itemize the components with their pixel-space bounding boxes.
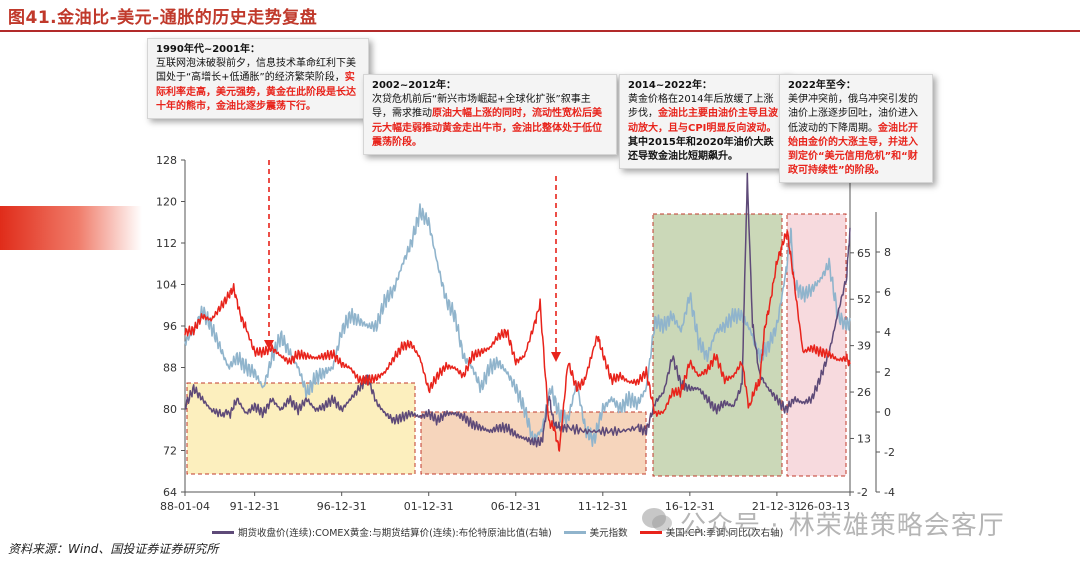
left-tick-label: 128 <box>156 154 177 167</box>
pointer-2008-arrowhead <box>551 352 561 362</box>
x-tick-label: 21-12-31 <box>752 500 802 513</box>
pointer-1990s-arrowhead <box>264 340 274 350</box>
legend-label: 美国:CPI:季调:同比(次右轴) <box>665 528 784 539</box>
x-tick-label: 96-12-31 <box>317 500 367 513</box>
title-bar: 图41.金油比-美元-通胀的历史走势复盘 <box>0 0 1080 32</box>
legend-item-usd: 美元指数 <box>563 525 628 539</box>
left-tick-label: 120 <box>156 196 177 209</box>
right1-tick-label: 65 <box>857 247 871 260</box>
right2-tick-label: 6 <box>884 286 891 299</box>
figure-title: 图41.金油比-美元-通胀的历史走势复盘 <box>8 8 318 28</box>
left-tick-label: 104 <box>156 279 177 292</box>
x-tick-label: 16-12-31 <box>665 500 715 513</box>
right2-tick-label: 2 <box>884 366 891 379</box>
series-gold-oil-ratio <box>184 172 851 448</box>
annotation-2014-2022: 2014~2022年： 黄金价格在2014年后放缓了上涨步伐，金油比主要由油价主… <box>619 74 789 170</box>
right2-tick-label: 8 <box>884 246 891 259</box>
left-tick-label: 80 <box>163 403 177 416</box>
annotation-2022-now: 2022年至今： 美伊冲突前，俄乌冲突引发的油价上涨逐步回吐，油价进入低波动的下… <box>779 74 933 184</box>
legend-label: 美元指数 <box>589 528 628 539</box>
source-note: 资料来源：Wind、国投证券证券研究所 <box>8 542 219 556</box>
chart-legend: 期货收盘价(连续):COMEX黄金:与期货结算价(连续):布伦特原油比值(右轴)… <box>212 525 795 539</box>
right1-tick-label: 52 <box>857 293 871 306</box>
annotation-1990s: 1990年代~2001年： 互联网泡沫破裂前夕，信息技术革命红利下美国处于“高增… <box>147 38 369 120</box>
series-us-cpi <box>184 230 851 452</box>
right1-tick-label: 26 <box>857 386 871 399</box>
annotation-highlight: 金油比主要由油价主导且波动放大，且与CPI明显反向波动。 <box>628 108 778 134</box>
right1-tick-label: 13 <box>857 432 871 445</box>
annotation-text-2: 其中2015年和2020年油价大跌还导致金油比短期飙升。 <box>628 136 774 163</box>
left-tick-label: 64 <box>163 486 177 499</box>
x-tick-label: 88-01-04 <box>160 500 210 513</box>
right2-tick-label: -4 <box>884 486 895 499</box>
right1-tick-label: -2 <box>857 486 868 499</box>
right2-tick-label: 4 <box>884 326 891 339</box>
annotation-heading: 2022年至今： <box>788 80 856 91</box>
wechat-icon <box>642 508 672 531</box>
x-tick-label: 06-12-31 <box>491 500 541 513</box>
x-tick-label: 26-03-13 <box>800 500 850 513</box>
x-tick-label: 11-12-31 <box>578 500 628 513</box>
annotation-text: 次贷危机前后“新兴市场崛起+全球化扩张”叙事主导，需求推动 <box>372 94 591 120</box>
legend-item-gold-oil: 期货收盘价(连续):COMEX黄金:与期货结算价(连续):布伦特原油比值(右轴) <box>212 525 552 539</box>
left-tick-label: 96 <box>163 320 177 333</box>
decorative-red-band <box>0 206 142 250</box>
series-usd-index <box>184 203 851 448</box>
annotation-heading: 2002~2012年： <box>372 80 457 91</box>
annotation-highlight: 金油比开始由金价的大涨主导，并进入到定价“美元信用危机”和“财政可持续性”的阶段… <box>788 122 918 177</box>
left-tick-label: 72 <box>163 445 177 458</box>
watermark: 公众号 · 林荣雄策略会客厅 <box>680 511 1005 541</box>
period-box-2022-now <box>786 213 847 477</box>
right2-tick-label: 0 <box>884 406 891 419</box>
right2-tick-label: -2 <box>884 446 895 459</box>
annotation-text: 美伊冲突前，俄乌冲突引发的油价上涨逐步回吐，油价进入低波动的下降周期。 <box>788 94 918 134</box>
annotation-text: 黄金价格在2014年后放缓了上涨步伐， <box>628 94 774 120</box>
annotation-highlight: 实际利率走高，美元强势，黄金在此阶段是长达十年的熊市，金油比逐步震荡下行。 <box>156 72 356 112</box>
period-box-2014-2022 <box>652 213 783 477</box>
annotation-heading: 1990年代~2001年： <box>156 44 261 55</box>
annotation-highlight: 原油大幅上涨的同时，流动性宽松后美元大幅走弱推动黄金走出牛市，金油比整体处于低位… <box>372 108 602 148</box>
annotation-2002-2012: 2002~2012年： 次贷危机前后“新兴市场崛起+全球化扩张”叙事主导，需求推… <box>363 74 617 156</box>
left-tick-label: 88 <box>163 362 177 375</box>
annotation-heading: 2014~2022年： <box>628 80 713 91</box>
x-tick-label: 01-12-31 <box>404 500 454 513</box>
right1-tick-label: 39 <box>857 340 871 353</box>
left-tick-label: 112 <box>156 237 177 250</box>
x-tick-label: 91-12-31 <box>230 500 280 513</box>
legend-label: 期货收盘价(连续):COMEX黄金:与期货结算价(连续):布伦特原油比值(右轴) <box>238 528 552 539</box>
annotation-text: 互联网泡沫破裂前夕，信息技术革命红利下美国处于“高增长+低通胀”的经济繁荣阶段， <box>156 58 356 84</box>
period-box-1990s <box>186 382 416 475</box>
legend-item-cpi: 美国:CPI:季调:同比(次右轴) <box>639 525 784 539</box>
